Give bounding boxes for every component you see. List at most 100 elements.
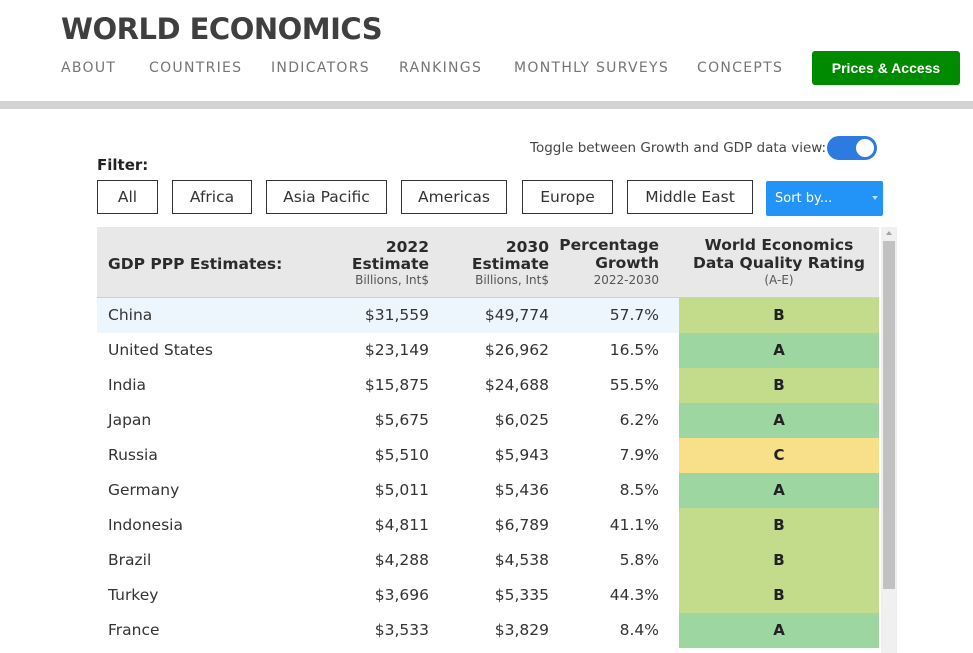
header-2022-line2[interactable]: Estimate <box>351 255 429 273</box>
growth-cell: 7.9% <box>619 446 659 464</box>
rating-cell: A <box>679 473 879 508</box>
header-growth-line2[interactable]: Growth <box>595 254 659 272</box>
country-cell: India <box>108 376 147 394</box>
table-header: GDP PPP Estimates: 2022 Estimate Billion… <box>97 227 879 298</box>
estimate-2030-cell: $5,436 <box>494 481 549 499</box>
sort-by-label: Sort by... <box>775 191 833 206</box>
nav-rankings[interactable]: RANKINGS <box>399 60 483 76</box>
header-rating-line1: World Economics <box>704 236 854 254</box>
table-scrollbar[interactable] <box>881 227 897 653</box>
estimate-2030-cell: $26,962 <box>484 341 549 359</box>
table-row[interactable]: Indonesia $4,811 $6,789 41.1% B <box>97 508 879 543</box>
estimate-2022-cell: $4,811 <box>374 516 429 534</box>
growth-cell: 44.3% <box>609 586 659 604</box>
site-logo[interactable]: WORLD ECONOMICS <box>61 12 383 46</box>
table-row[interactable]: Germany $5,011 $5,436 8.5% A <box>97 473 879 508</box>
estimate-2022-cell: $3,696 <box>374 586 429 604</box>
country-cell: France <box>108 621 160 639</box>
growth-cell: 55.5% <box>609 376 659 394</box>
rating-cell: B <box>679 578 879 613</box>
header-2022-sub: Billions, Int$ <box>355 273 429 287</box>
table-row[interactable]: India $15,875 $24,688 55.5% B <box>97 368 879 403</box>
growth-cell: 8.4% <box>619 621 659 639</box>
table-row[interactable]: France $3,533 $3,829 8.4% A <box>97 613 879 648</box>
rating-cell: C <box>679 438 879 473</box>
toggle-label: Toggle between Growth and GDP data view: <box>530 140 827 156</box>
estimate-2030-cell: $3,829 <box>494 621 549 639</box>
header-divider <box>0 101 973 109</box>
filter-asia-pacific-button[interactable]: Asia Pacific <box>266 180 387 214</box>
scrollbar-thumb[interactable] <box>883 241 895 589</box>
table-row[interactable]: Turkey $3,696 $5,335 44.3% B <box>97 578 879 613</box>
table-row[interactable]: United States $23,149 $26,962 16.5% A <box>97 333 879 368</box>
country-cell: China <box>108 306 153 324</box>
rating-cell: B <box>679 543 879 578</box>
filter-europe-button[interactable]: Europe <box>522 180 613 214</box>
filter-label: Filter: <box>97 156 149 174</box>
growth-gdp-toggle[interactable] <box>827 136 877 160</box>
table-row[interactable]: Japan $5,675 $6,025 6.2% A <box>97 403 879 438</box>
filter-all-button[interactable]: All <box>97 180 158 214</box>
rating-cell: B <box>679 508 879 543</box>
header-2030-line1[interactable]: 2030 <box>505 238 549 256</box>
estimate-2022-cell: $4,288 <box>374 551 429 569</box>
estimate-2030-cell: $5,335 <box>494 586 549 604</box>
rating-cell: B <box>679 298 879 333</box>
header-growth-line1[interactable]: Percentage <box>559 236 659 254</box>
estimate-2030-cell: $24,688 <box>484 376 549 394</box>
growth-cell: 16.5% <box>609 341 659 359</box>
estimate-2030-cell: $6,025 <box>494 411 549 429</box>
growth-cell: 8.5% <box>619 481 659 499</box>
nav-countries[interactable]: COUNTRIES <box>149 60 243 76</box>
nav-about[interactable]: ABOUT <box>61 60 117 76</box>
header-rating-line2: Data Quality Rating <box>692 254 866 272</box>
filter-middle-east-button[interactable]: Middle East <box>627 180 753 214</box>
growth-cell: 57.7% <box>609 306 659 324</box>
header-2022-line1[interactable]: 2022 <box>385 238 429 256</box>
growth-cell: 6.2% <box>619 411 659 429</box>
filter-africa-button[interactable]: Africa <box>172 180 252 214</box>
country-cell: Germany <box>108 481 180 499</box>
estimate-2022-cell: $5,510 <box>374 446 429 464</box>
growth-cell: 5.8% <box>619 551 659 569</box>
nav-indicators[interactable]: INDICATORS <box>271 60 370 76</box>
toggle-knob <box>856 139 874 157</box>
estimate-2030-cell: $5,943 <box>494 446 549 464</box>
estimate-2022-cell: $5,011 <box>374 481 429 499</box>
country-cell: Japan <box>108 411 152 429</box>
header-2030-line2[interactable]: Estimate <box>471 255 549 273</box>
growth-cell: 41.1% <box>609 516 659 534</box>
nav-monthly-surveys[interactable]: MONTHLY SURVEYS <box>514 60 670 76</box>
country-cell: United States <box>108 341 213 359</box>
nav-concepts[interactable]: CONCEPTS <box>697 60 784 76</box>
estimate-2030-cell: $49,774 <box>484 306 549 324</box>
country-cell: Indonesia <box>108 516 183 534</box>
header-country[interactable]: GDP PPP Estimates: <box>108 255 283 273</box>
estimate-2030-cell: $4,538 <box>494 551 549 569</box>
filter-americas-button[interactable]: Americas <box>401 180 507 214</box>
table-row[interactable]: Russia $5,510 $5,943 7.9% C <box>97 438 879 473</box>
chevron-down-icon <box>872 196 878 200</box>
table-row[interactable]: China $31,559 $49,774 57.7% B <box>97 298 879 333</box>
estimate-2022-cell: $15,875 <box>364 376 429 394</box>
country-cell: Brazil <box>108 551 152 569</box>
rating-cell: A <box>679 613 879 648</box>
table-row[interactable]: Brazil $4,288 $4,538 5.8% B <box>97 543 879 578</box>
estimate-2022-cell: $31,559 <box>364 306 429 324</box>
country-cell: Russia <box>108 446 158 464</box>
estimate-2022-cell: $23,149 <box>364 341 429 359</box>
rating-header-cell[interactable]: World Economics Data Quality Rating (A-E… <box>679 227 879 297</box>
header-growth-sub: 2022-2030 <box>593 273 659 287</box>
country-cell: Turkey <box>108 586 159 604</box>
prices-access-button[interactable]: Prices & Access <box>812 51 960 85</box>
rating-cell: A <box>679 403 879 438</box>
estimate-2022-cell: $5,675 <box>374 411 429 429</box>
rating-cell: B <box>679 368 879 403</box>
sort-by-select[interactable]: Sort by... <box>766 181 883 216</box>
estimate-2022-cell: $3,533 <box>374 621 429 639</box>
header-2030-sub: Billions, Int$ <box>475 273 549 287</box>
header-rating-sub: (A-E) <box>764 273 794 287</box>
rating-cell: A <box>679 333 879 368</box>
scroll-up-arrow-icon[interactable] <box>886 231 892 235</box>
estimate-2030-cell: $6,789 <box>494 516 549 534</box>
